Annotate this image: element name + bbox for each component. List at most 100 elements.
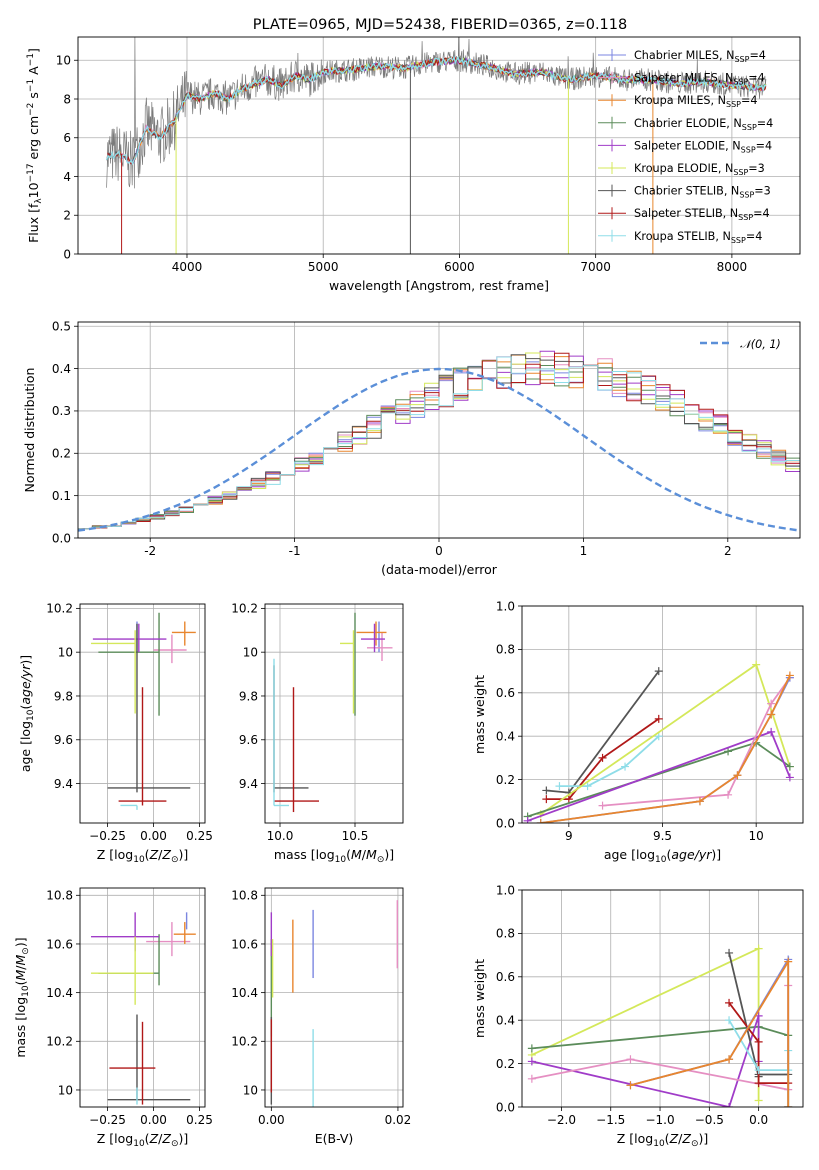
residuals-xtick-label: 2 bbox=[724, 544, 732, 558]
weight_vs_age-xlabel: age [log10(age/yr)] bbox=[604, 847, 721, 865]
legend-sub: SSP bbox=[726, 100, 741, 109]
salpeter_miles-weight-point bbox=[598, 801, 607, 810]
age_vs_Z-ytick-label: 9.4 bbox=[54, 777, 73, 791]
kroupa_stelib-weight-point bbox=[654, 732, 663, 741]
mass_vs_ebv-ytick-label: 10.4 bbox=[231, 986, 258, 1000]
mass_vs_ebv-plot-area bbox=[270, 900, 399, 1107]
weight_vs_Z-ytick-label: 0.4 bbox=[496, 1014, 515, 1028]
weight_vs_age-frame bbox=[521, 605, 804, 824]
mass_vs_Z-xlabel: Z [log10(Z/Z⊙)] bbox=[97, 1131, 189, 1149]
mass_vs_Z-xtick-label: −0.25 bbox=[89, 1113, 126, 1127]
spectrum-ytick-label: 10 bbox=[56, 54, 71, 68]
age_vs_Z-ytick-label: 9.8 bbox=[54, 689, 73, 703]
kroupa_miles-weight-point bbox=[695, 797, 704, 806]
kroupa_miles-weight-point bbox=[784, 957, 793, 966]
chabrier_elodie-weight-point bbox=[724, 747, 733, 756]
salpeter_elodie-weight-point bbox=[527, 1057, 536, 1066]
spectrum-plot-area bbox=[105, 37, 767, 254]
age_vs_mass-ytick-label: 10 bbox=[243, 645, 258, 659]
mass_vs_ebv-xtick-label: 0.00 bbox=[258, 1113, 285, 1127]
mass_vs_Z-frame bbox=[79, 887, 206, 1108]
mass_vs_Z-xtick-label: 0.00 bbox=[140, 1113, 167, 1127]
legend-sub: SSP bbox=[733, 168, 748, 177]
spectrum-panel: 4000 5000 6000 7000 8000 0 2 4 6 8 10 wavelength [A… bbox=[26, 36, 801, 293]
spectrum-ylabel: Flux [fλ10−17 erg cm−2 s−1 A−1] bbox=[26, 48, 44, 243]
kroupa_elodie-weight-point bbox=[752, 660, 761, 669]
salpeter_stelib-weight-point bbox=[654, 714, 663, 723]
salpeter_stelib-weight-point bbox=[542, 795, 551, 804]
chabrier_elodie-weight-point bbox=[785, 762, 794, 771]
weight_vs_age-ytick-label: 1.0 bbox=[496, 599, 515, 613]
age_vs_Z-xtick-label: 0.25 bbox=[186, 829, 213, 843]
spectrum-xtick-label: 5000 bbox=[308, 260, 339, 274]
mass_vs_ebv-xtick-label: 0.02 bbox=[385, 1113, 412, 1127]
legend-sub: SSP bbox=[733, 78, 748, 87]
kroupa_miles-weight-point bbox=[767, 710, 776, 719]
age_vs_mass-ytick-label: 9.6 bbox=[239, 733, 258, 747]
residuals-ytick-label: 0.1 bbox=[52, 489, 71, 503]
kroupa_miles-weight-line bbox=[630, 958, 790, 1107]
legend-label: Salpeter ELODIE, N bbox=[634, 139, 741, 152]
legend-post: =4 bbox=[753, 207, 770, 220]
mass_vs_ebv-ytick-label: 10 bbox=[243, 1083, 258, 1097]
spectrum-xtick-label: 8000 bbox=[717, 260, 748, 274]
mass_vs_ebv-ytick-label: 10.2 bbox=[231, 1035, 258, 1049]
salpeter_miles-weight-point bbox=[724, 790, 733, 799]
kroupa_elodie-weight-point bbox=[754, 1096, 763, 1105]
kroupa_miles-weight-point bbox=[784, 1103, 793, 1107]
spectrum-ytick-label: 0 bbox=[63, 247, 71, 261]
mass_vs_ebv-panel: 0.00 0.02 10 10.2 10.4 10.6 10.8 E(B-V) bbox=[231, 887, 412, 1146]
age_vs_mass-plot-area bbox=[273, 612, 393, 813]
weight_vs_age-ytick-label: 0.6 bbox=[496, 686, 515, 700]
salpeter_elodie-weight-point bbox=[767, 727, 776, 736]
weight_vs_Z-panel: −2.0 −1.5 −1.0 −0.5 0.0 0.0 0.2 0.4 0.6 0.8 1.0 Z [… bbox=[472, 883, 804, 1149]
salpeter_elodie-weight-point bbox=[725, 1103, 734, 1107]
legend-entry: Salpeter ELODIE, NSSP=4 bbox=[634, 139, 772, 154]
kroupa_stelib-weight-point bbox=[583, 782, 592, 791]
age_vs_Z-ylabel: age [log10(age/yr)] bbox=[18, 655, 36, 772]
kroupa_stelib-model-line bbox=[105, 55, 767, 166]
chabrier_stelib-weight-line bbox=[546, 670, 660, 794]
age_vs_Z-xlabel: Z [log10(Z/Z⊙)] bbox=[97, 847, 189, 865]
age_vs_Z-xtick-label: −0.25 bbox=[89, 829, 126, 843]
residuals-panel: -2 -1 0 1 2 0.0 0.1 0.2 0.3 0.4 0.5 (data-model)/er… bbox=[22, 320, 801, 577]
chabrier_elodie-model-line bbox=[172, 56, 767, 126]
legend-post: =4 bbox=[756, 139, 773, 152]
weight_vs_Z-xtick-label: −1.5 bbox=[596, 1113, 625, 1127]
legend-entry: Chabrier ELODIE, NSSP=4 bbox=[634, 117, 773, 132]
kroupa_stelib-hist-step bbox=[78, 356, 800, 530]
age_vs_Z-ytick-label: 10 bbox=[58, 645, 73, 659]
kroupa_stelib-weight-line bbox=[559, 735, 660, 787]
legend-sub: SSP bbox=[742, 123, 757, 132]
residuals-ylabel: Normed distribution bbox=[22, 368, 37, 493]
spectrum-ytick-label: 6 bbox=[63, 131, 71, 145]
legend-label: Chabrier STELIB, N bbox=[634, 185, 739, 198]
mass_vs_ebv-ytick-label: 10.6 bbox=[231, 937, 258, 951]
age_vs_mass-ytick-label: 9.4 bbox=[239, 777, 258, 791]
mass_vs_ebv-ytick-label: 10.8 bbox=[231, 889, 258, 903]
legend-post: =4 bbox=[757, 117, 774, 130]
weight_vs_age-ytick-label: 0.2 bbox=[496, 773, 515, 787]
age_vs_mass-ytick-label: 10.2 bbox=[231, 602, 258, 616]
age_vs_Z-plot-area bbox=[91, 612, 196, 810]
legend-label: Chabrier MILES, N bbox=[634, 49, 734, 62]
kroupa_miles-hist-step bbox=[78, 354, 800, 530]
kroupa_stelib-weight-point bbox=[555, 782, 564, 791]
age_vs_Z-ytick-label: 9.6 bbox=[54, 733, 73, 747]
legend-entry: Kroupa MILES, NSSP=4 bbox=[634, 94, 757, 109]
mass_vs_ebv-xlabel: E(B-V) bbox=[315, 1131, 354, 1146]
gaussian-curve bbox=[78, 367, 800, 532]
weight_vs_Z-ylabel: mass weight bbox=[472, 959, 487, 1038]
mass_vs_Z-ylabel: mass [log10(M/M⊙)] bbox=[13, 937, 31, 1057]
mass_vs_Z-plot-area bbox=[91, 912, 196, 1105]
legend-label: Salpeter STELIB, N bbox=[634, 207, 738, 220]
weight_vs_age-ylabel: mass weight bbox=[472, 675, 487, 754]
spectrum-frame bbox=[77, 36, 801, 255]
weight_vs_age-ytick-label: 0.8 bbox=[496, 643, 515, 657]
mass_vs_ebv-grid bbox=[265, 888, 403, 1107]
chabrier_stelib-weight-point bbox=[542, 786, 551, 795]
chabrier_stelib-weight-point bbox=[725, 948, 734, 957]
salpeter_miles-weight-point bbox=[767, 699, 776, 708]
legend-entry: Salpeter MILES, NSSP=4 bbox=[634, 72, 765, 87]
